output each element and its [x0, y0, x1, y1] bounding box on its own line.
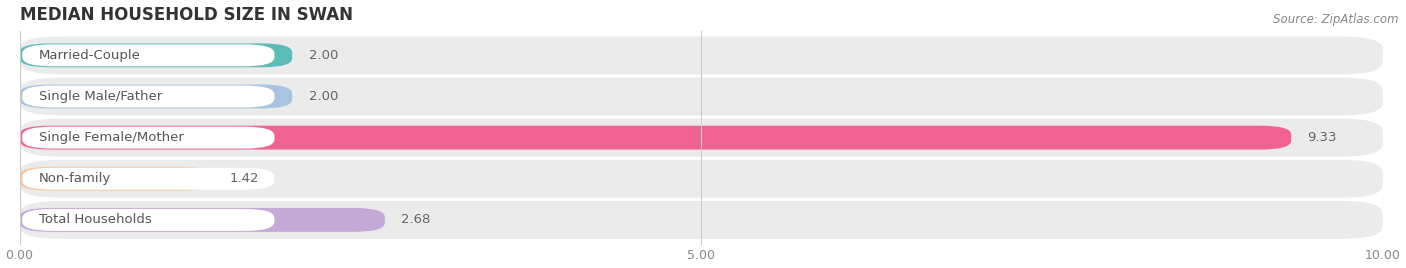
FancyBboxPatch shape — [20, 119, 1382, 157]
FancyBboxPatch shape — [20, 201, 1382, 239]
FancyBboxPatch shape — [20, 126, 1291, 150]
FancyBboxPatch shape — [20, 36, 1382, 74]
FancyBboxPatch shape — [22, 127, 274, 148]
FancyBboxPatch shape — [22, 44, 274, 66]
FancyBboxPatch shape — [20, 77, 1382, 116]
FancyBboxPatch shape — [20, 160, 1382, 198]
Text: 9.33: 9.33 — [1308, 131, 1337, 144]
FancyBboxPatch shape — [20, 167, 214, 191]
Text: 1.42: 1.42 — [229, 172, 259, 185]
Text: Single Female/Mother: Single Female/Mother — [38, 131, 184, 144]
Text: 2.68: 2.68 — [401, 213, 430, 226]
Text: 2.00: 2.00 — [308, 90, 337, 103]
FancyBboxPatch shape — [22, 209, 274, 231]
FancyBboxPatch shape — [22, 168, 274, 190]
FancyBboxPatch shape — [22, 85, 274, 107]
Text: Source: ZipAtlas.com: Source: ZipAtlas.com — [1274, 13, 1399, 27]
Text: MEDIAN HOUSEHOLD SIZE IN SWAN: MEDIAN HOUSEHOLD SIZE IN SWAN — [20, 6, 353, 24]
FancyBboxPatch shape — [20, 43, 292, 67]
Text: 2.00: 2.00 — [308, 49, 337, 62]
Text: Single Male/Father: Single Male/Father — [38, 90, 162, 103]
Text: Non-family: Non-family — [38, 172, 111, 185]
FancyBboxPatch shape — [20, 85, 292, 109]
FancyBboxPatch shape — [20, 208, 385, 232]
Text: Total Households: Total Households — [38, 213, 152, 226]
Text: Married-Couple: Married-Couple — [38, 49, 141, 62]
